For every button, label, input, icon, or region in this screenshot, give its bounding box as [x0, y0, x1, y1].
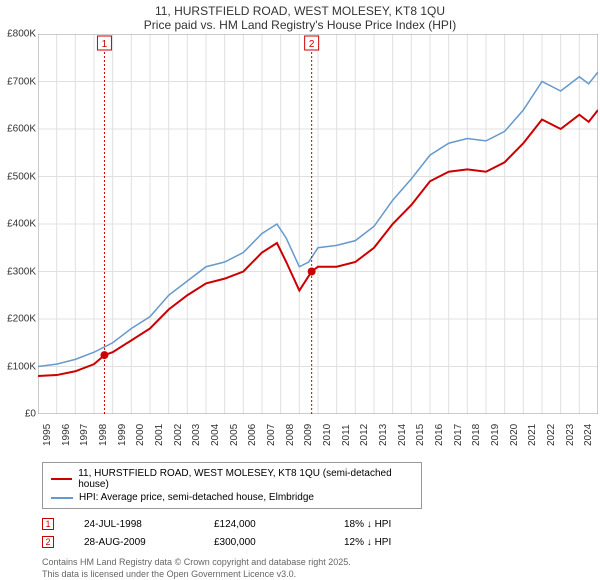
chart-container: 11, HURSTFIELD ROAD, WEST MOLESEY, KT8 1… — [0, 0, 600, 560]
footer-line-1: Contains HM Land Registry data © Crown c… — [42, 557, 600, 569]
sale-marker-1: 1 — [97, 36, 111, 414]
svg-text:2: 2 — [309, 39, 315, 50]
footer-attribution: Contains HM Land Registry data © Crown c… — [42, 557, 600, 580]
title-line-1: 11, HURSTFIELD ROAD, WEST MOLESEY, KT8 1… — [0, 4, 600, 18]
sales-diff: 12% ↓ HPI — [344, 537, 444, 548]
y-tick-label: £100K — [7, 361, 36, 372]
sales-row: 1 24-JUL-1998 £124,000 18% ↓ HPI — [42, 515, 600, 533]
chart-svg: 12 — [38, 34, 598, 414]
x-tick-label: 2007 — [266, 424, 277, 446]
y-tick-label: £600K — [7, 124, 36, 135]
legend-swatch — [51, 478, 72, 480]
sales-date: 28-AUG-2009 — [84, 537, 184, 548]
x-tick-label: 1996 — [61, 424, 72, 446]
x-tick-label: 2006 — [247, 424, 258, 446]
sales-marker-box: 2 — [42, 536, 54, 548]
sales-price: £300,000 — [214, 537, 314, 548]
x-tick-label: 2023 — [565, 424, 576, 446]
sales-price: £124,000 — [214, 519, 314, 530]
x-tick-label: 1995 — [42, 424, 53, 446]
x-tick-label: 2012 — [359, 424, 370, 446]
x-tick-label: 2001 — [154, 424, 165, 446]
x-tick-label: 2005 — [229, 424, 240, 446]
x-tick-label: 1999 — [117, 424, 128, 446]
x-tick-label: 1997 — [79, 424, 90, 446]
x-tick-label: 2011 — [341, 424, 352, 446]
x-tick-label: 2022 — [546, 424, 557, 446]
x-tick-label: 1998 — [98, 424, 109, 446]
y-tick-label: £200K — [7, 314, 36, 325]
title-line-2: Price paid vs. HM Land Registry's House … — [0, 18, 600, 32]
y-axis: £0£100K£200K£300K£400K£500K£600K£700K£80… — [0, 34, 38, 414]
x-tick-label: 2018 — [471, 424, 482, 446]
x-tick-label: 2013 — [378, 424, 389, 446]
x-tick-label: 2024 — [583, 424, 594, 446]
title-block: 11, HURSTFIELD ROAD, WEST MOLESEY, KT8 1… — [0, 0, 600, 34]
y-tick-label: £300K — [7, 266, 36, 277]
x-tick-label: 2002 — [173, 424, 184, 446]
legend-label: HPI: Average price, semi-detached house,… — [79, 492, 314, 503]
sales-marker-box: 1 — [42, 518, 54, 530]
x-tick-label: 2016 — [434, 424, 445, 446]
x-tick-label: 2019 — [490, 424, 501, 446]
y-tick-label: £700K — [7, 76, 36, 87]
x-tick-label: 2009 — [303, 424, 314, 446]
y-tick-label: £400K — [7, 219, 36, 230]
y-tick-label: £500K — [7, 171, 36, 182]
sales-table: 1 24-JUL-1998 £124,000 18% ↓ HPI 2 28-AUG-200… — [42, 515, 600, 551]
svg-text:1: 1 — [102, 39, 108, 50]
y-tick-label: £0 — [25, 409, 36, 420]
chart-plot-area: £0£100K£200K£300K£400K£500K£600K£700K£80… — [38, 34, 598, 414]
x-axis: 1995 1996 1997 1998 1999 2000 2001 2002 2003 2004… — [38, 418, 598, 458]
sales-diff: 18% ↓ HPI — [344, 519, 444, 530]
footer-line-2: This data is licensed under the Open Gov… — [42, 569, 600, 580]
legend-swatch — [51, 497, 73, 499]
sales-date: 24-JUL-1998 — [84, 519, 184, 530]
legend-row: 11, HURSTFIELD ROAD, WEST MOLESEY, KT8 1… — [51, 467, 413, 491]
legend-box: 11, HURSTFIELD ROAD, WEST MOLESEY, KT8 1… — [42, 462, 422, 509]
x-tick-label: 2020 — [509, 424, 520, 446]
sale-marker-2: 2 — [305, 36, 319, 414]
legend-row: HPI: Average price, semi-detached house,… — [51, 491, 413, 504]
x-tick-label: 2021 — [527, 424, 538, 446]
sales-row: 2 28-AUG-2009 £300,000 12% ↓ HPI — [42, 533, 600, 551]
x-tick-label: 2017 — [453, 424, 464, 446]
x-tick-label: 2004 — [210, 424, 221, 446]
x-tick-label: 2003 — [191, 424, 202, 446]
legend-label: 11, HURSTFIELD ROAD, WEST MOLESEY, KT8 1… — [78, 468, 413, 490]
x-tick-label: 2000 — [135, 424, 146, 446]
x-tick-label: 2008 — [285, 424, 296, 446]
x-tick-label: 2010 — [322, 424, 333, 446]
y-tick-label: £800K — [7, 29, 36, 40]
x-tick-label: 2015 — [415, 424, 426, 446]
x-tick-label: 2014 — [397, 424, 408, 446]
